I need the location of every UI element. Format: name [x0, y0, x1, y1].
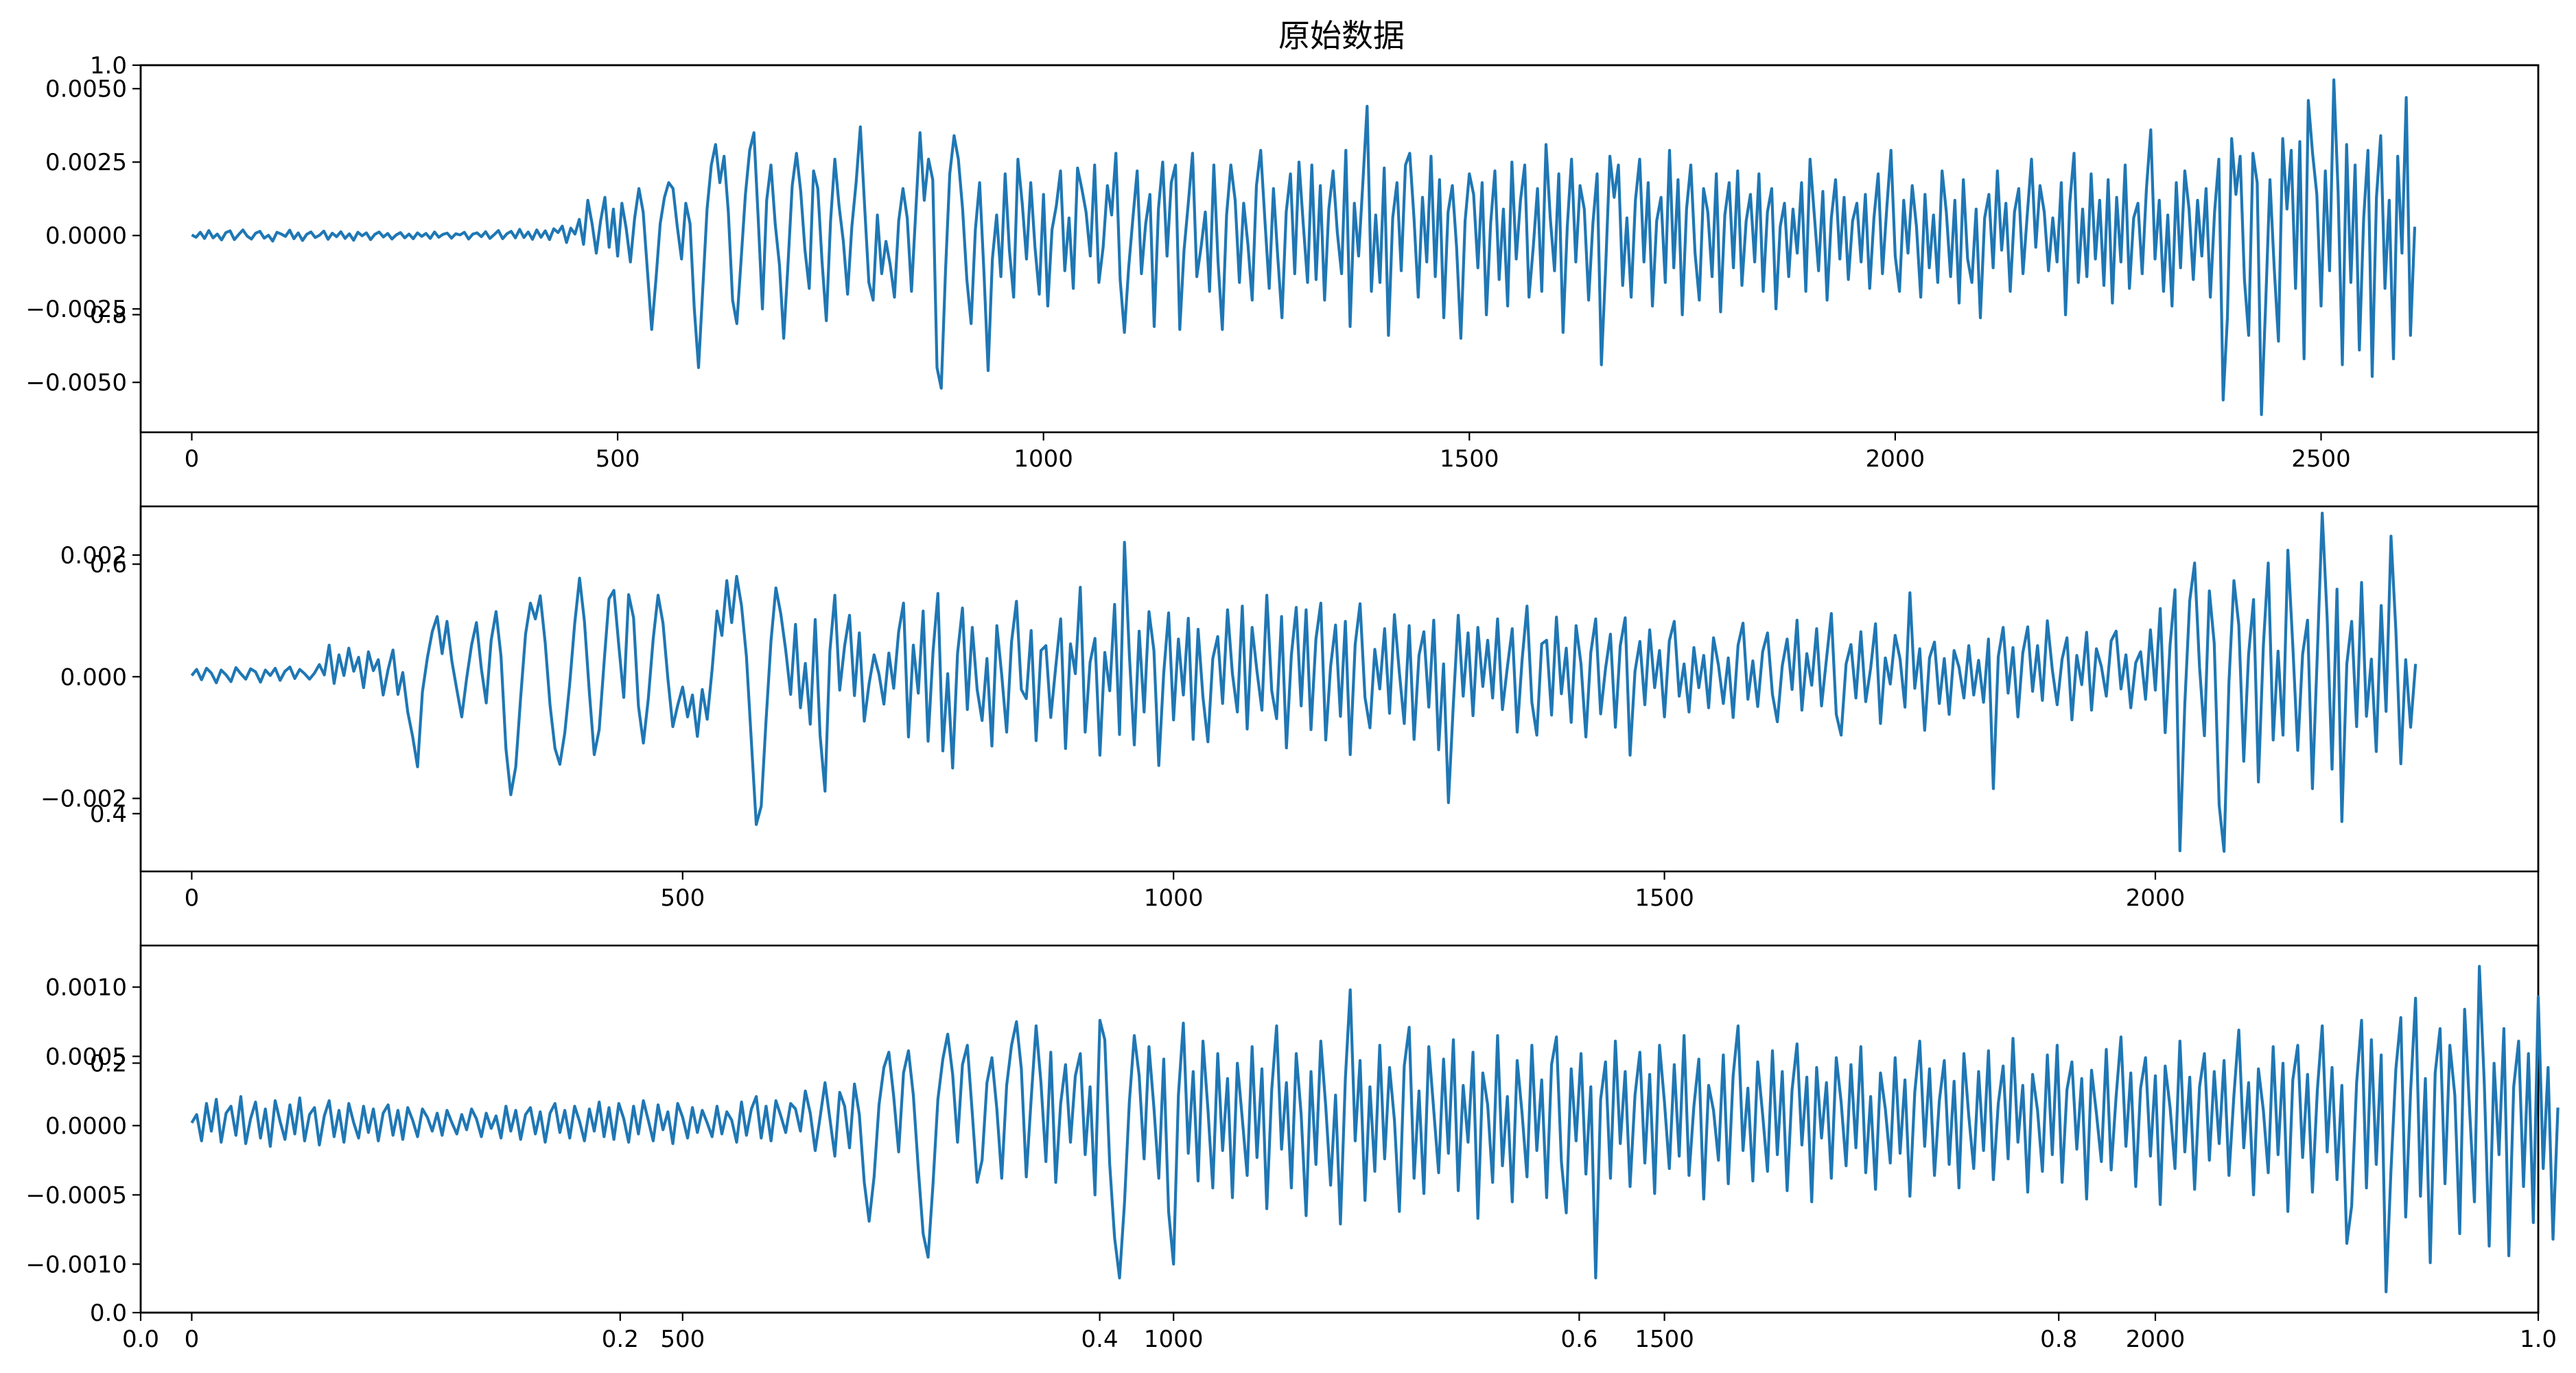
outer-xtick-label: 0.8 [2040, 1326, 2077, 1353]
outer-ytick-label: 0.0 [90, 1300, 127, 1327]
subplot-frame [139, 944, 2540, 1314]
ytick-label: −0.0025 [26, 296, 127, 323]
outer-ytick-label: 0.6 [90, 551, 127, 578]
xtick-label: 1000 [1144, 884, 1204, 912]
ytick-label: −0.0050 [26, 369, 127, 397]
xtick-label: 1500 [1635, 1326, 1694, 1353]
xtick-label: 0 [185, 884, 200, 912]
ytick-label: 0.0000 [45, 222, 127, 250]
outer-xtick-label: 0.6 [1560, 1326, 1597, 1353]
outer-ytick-label: 1.0 [90, 52, 127, 80]
outer-xtick-label: 0.0 [122, 1326, 159, 1353]
xtick-label: 2500 [2291, 445, 2351, 473]
xtick-label: 1000 [1144, 1326, 1204, 1353]
subplot-3: 05001000150020002500−0.0010−0.00050.0000… [26, 944, 2560, 1353]
xtick-label: 0 [185, 445, 200, 473]
outer-ytick-label: 0.2 [90, 1050, 127, 1077]
ytick-label: −0.0005 [26, 1182, 127, 1209]
xtick-label: 1000 [1014, 445, 1073, 473]
xtick-label: 2000 [2126, 884, 2186, 912]
xtick-label: 500 [660, 884, 705, 912]
xtick-label: 2000 [1866, 445, 1925, 473]
outer-xtick-label: 0.2 [602, 1326, 639, 1353]
subplot-2: 0 500 1000 1500 2000 −0.002 0.000 0.002 [40, 505, 2540, 912]
xtick-label: 500 [660, 1326, 705, 1353]
outer-axes-ticks: 0.0 0.2 0.4 0.6 0.8 1.0 0.0 0.2 0.4 0.6 0.8 1.0 [90, 52, 2557, 1353]
xtick-label: 2000 [2126, 1326, 2186, 1353]
xtick-label: 1500 [1440, 445, 1499, 473]
ytick-label: −0.0010 [26, 1251, 127, 1278]
ytick-label: 0.0005 [45, 1044, 127, 1071]
subplot-frame [139, 505, 2540, 873]
outer-xtick-label: 1.0 [2520, 1326, 2557, 1353]
xtick-label: 1500 [1635, 884, 1694, 912]
subplot-frame [139, 64, 2540, 434]
figure-title: 原始数据 [1278, 17, 1405, 54]
ytick-label: 0.0000 [45, 1112, 127, 1140]
ytick-label: 0.000 [60, 664, 127, 691]
outer-ytick-label: 0.8 [90, 302, 127, 329]
subplot-1: 0 500 1000 1500 2000 2500 −0.0050 −0.0025 0.0000… [26, 64, 2540, 473]
series-line [191, 78, 2417, 416]
xtick-label: 500 [596, 445, 640, 473]
ytick-label: 0.0025 [45, 149, 127, 176]
ytick-label: 0.0050 [45, 75, 127, 103]
outer-ytick-label: 0.4 [90, 801, 127, 828]
ytick-label: 0.0010 [45, 974, 127, 1002]
outer-xtick-label: 0.4 [1081, 1326, 1119, 1353]
ytick-label: −0.002 [40, 786, 127, 813]
series-line [190, 965, 2560, 1293]
series-line [190, 511, 2417, 853]
xtick-label: 0 [185, 1326, 200, 1353]
ytick-label: 0.002 [60, 542, 127, 570]
